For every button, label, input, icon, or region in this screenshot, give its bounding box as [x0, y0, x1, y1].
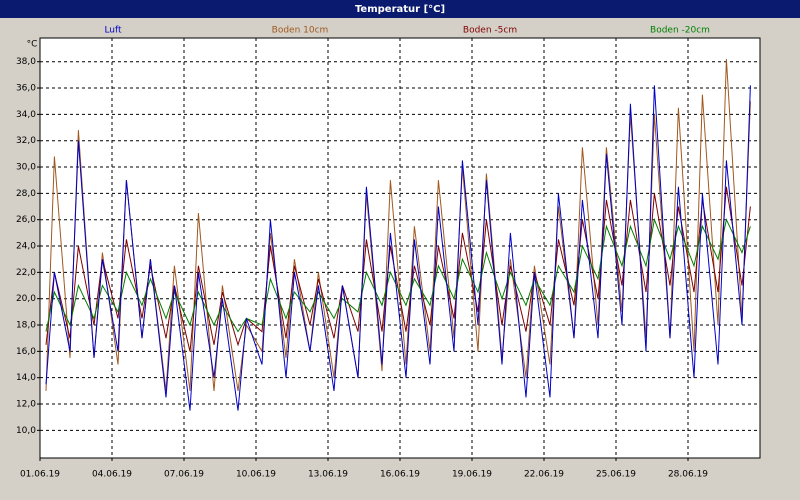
x-tick-label: 10.06.19	[236, 470, 276, 480]
series-line	[45, 85, 751, 411]
y-tick-label: 14,0	[16, 373, 36, 383]
x-tick-label: 01.06.19	[20, 470, 60, 480]
y-tick-label: 30,0	[16, 163, 36, 173]
x-tick-label: 25.06.19	[596, 470, 636, 480]
y-tick-label: 34,0	[16, 110, 36, 120]
x-tick-label: 22.06.19	[524, 470, 564, 480]
y-tick-label: 28,0	[16, 189, 36, 199]
y-tick-label: 38,0	[16, 57, 36, 67]
x-tick-label: 07.06.19	[164, 470, 204, 480]
legend-entry: Boden 10cm	[272, 26, 329, 36]
y-tick-label: 22,0	[16, 268, 36, 278]
title-bar	[0, 0, 800, 18]
x-tick-label: 19.06.19	[452, 470, 492, 480]
y-tick-label: 18,0	[16, 321, 36, 331]
series-line	[45, 217, 751, 333]
x-tick-label: 16.06.19	[380, 470, 420, 480]
x-tick-label: 13.06.19	[308, 470, 348, 480]
y-tick-label: 36,0	[16, 84, 36, 94]
legend-entry: Boden -5cm	[463, 26, 517, 36]
y-axis-label: °C	[27, 40, 38, 50]
y-tick-label: 24,0	[16, 242, 36, 252]
legend-entry: Luft	[104, 26, 122, 36]
y-tick-label: 32,0	[16, 136, 36, 146]
x-tick-label: 04.06.19	[92, 470, 132, 480]
legend-entry: Boden -20cm	[650, 26, 710, 36]
y-tick-label: 26,0	[16, 215, 36, 225]
y-tick-label: 12,0	[16, 400, 36, 410]
x-tick-label: 28.06.19	[668, 470, 708, 480]
y-tick-label: 16,0	[16, 347, 36, 357]
chart-title: Temperatur [°C]	[355, 4, 445, 15]
y-tick-label: 10,0	[16, 426, 36, 436]
y-tick-label: 20,0	[16, 294, 36, 304]
